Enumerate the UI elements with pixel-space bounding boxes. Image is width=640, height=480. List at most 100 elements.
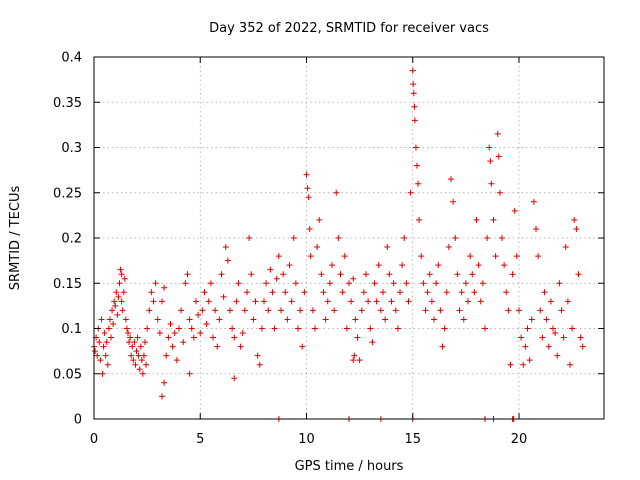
data-point bbox=[550, 325, 556, 332]
data-point bbox=[316, 216, 323, 223]
data-point bbox=[161, 284, 168, 291]
data-point bbox=[335, 235, 342, 241]
data-point bbox=[465, 298, 471, 305]
data-point bbox=[163, 352, 170, 359]
data-point bbox=[303, 171, 310, 178]
data-point bbox=[173, 357, 180, 364]
data-point bbox=[137, 343, 144, 350]
data-point bbox=[533, 225, 539, 232]
data-point bbox=[114, 311, 121, 318]
data-point bbox=[339, 289, 346, 296]
data-point bbox=[286, 262, 293, 269]
data-point bbox=[541, 289, 548, 296]
data-point bbox=[473, 216, 480, 223]
data-point bbox=[507, 361, 514, 368]
data-point bbox=[94, 352, 101, 359]
data-point bbox=[252, 298, 259, 305]
data-points bbox=[91, 67, 586, 422]
x-tick-label: 10 bbox=[298, 432, 315, 447]
data-point bbox=[456, 307, 463, 314]
data-point bbox=[526, 357, 533, 364]
data-point bbox=[288, 298, 295, 305]
data-point bbox=[275, 253, 282, 260]
x-tick-label: 15 bbox=[404, 432, 421, 447]
data-point bbox=[284, 316, 291, 323]
data-point bbox=[111, 298, 118, 305]
data-point bbox=[122, 316, 129, 323]
data-point bbox=[161, 379, 168, 386]
data-point bbox=[290, 235, 297, 241]
data-point bbox=[132, 361, 139, 368]
data-point bbox=[520, 361, 527, 368]
data-point bbox=[388, 298, 395, 305]
data-point bbox=[178, 307, 185, 314]
data-point bbox=[201, 289, 208, 296]
data-point bbox=[131, 339, 138, 346]
data-point bbox=[397, 289, 403, 296]
data-point bbox=[418, 253, 425, 260]
data-point bbox=[437, 307, 444, 314]
data-point bbox=[142, 339, 148, 346]
data-point bbox=[167, 320, 174, 327]
data-point bbox=[123, 325, 130, 332]
data-point bbox=[426, 271, 433, 278]
data-point bbox=[558, 307, 565, 314]
data-point bbox=[184, 271, 191, 278]
data-point bbox=[235, 280, 242, 287]
data-point bbox=[154, 316, 161, 323]
data-point bbox=[108, 334, 114, 341]
data-point bbox=[112, 302, 119, 309]
data-point bbox=[182, 280, 189, 287]
data-point bbox=[186, 370, 193, 377]
data-point bbox=[513, 253, 520, 260]
data-point bbox=[113, 289, 120, 296]
data-point bbox=[543, 316, 550, 323]
data-point bbox=[216, 316, 223, 323]
data-point bbox=[554, 352, 561, 359]
data-point bbox=[309, 307, 316, 314]
data-point bbox=[138, 357, 145, 364]
data-point bbox=[134, 334, 141, 341]
data-point bbox=[229, 325, 236, 332]
data-point bbox=[120, 289, 127, 296]
data-point bbox=[165, 334, 172, 341]
data-point bbox=[416, 216, 423, 223]
data-point bbox=[304, 185, 311, 192]
data-point bbox=[454, 271, 461, 278]
data-point bbox=[488, 180, 495, 187]
data-point bbox=[326, 280, 333, 287]
x-tick-label: 20 bbox=[511, 432, 528, 447]
data-point bbox=[337, 271, 344, 278]
data-point bbox=[380, 289, 386, 296]
data-point bbox=[193, 298, 199, 305]
data-point bbox=[503, 289, 510, 296]
y-tick-label: 0.05 bbox=[53, 367, 82, 382]
data-point bbox=[354, 334, 361, 341]
data-point bbox=[547, 298, 554, 305]
y-tick-labels: 0 0.05 0.1 0.15 0.2 0.25 0.3 0.35 0.4 bbox=[53, 51, 82, 428]
data-point bbox=[479, 280, 486, 287]
data-point bbox=[278, 307, 284, 314]
data-point bbox=[116, 280, 123, 287]
data-point bbox=[460, 316, 467, 323]
data-point bbox=[494, 130, 501, 137]
y-axis-title: SRMTID / TECUs bbox=[8, 186, 23, 291]
data-point bbox=[117, 266, 124, 273]
data-point bbox=[462, 280, 469, 287]
data-point bbox=[244, 289, 250, 296]
data-point bbox=[269, 289, 276, 296]
data-point bbox=[351, 352, 358, 359]
data-point bbox=[227, 307, 233, 314]
data-point bbox=[448, 176, 454, 183]
data-point bbox=[97, 357, 104, 364]
data-point bbox=[214, 343, 221, 350]
data-point bbox=[414, 162, 420, 169]
data-point bbox=[415, 180, 422, 187]
data-point bbox=[258, 325, 265, 332]
x-tick-label: 5 bbox=[196, 432, 204, 447]
x-tick-label: 0 bbox=[90, 432, 98, 447]
data-point bbox=[176, 325, 182, 332]
data-point bbox=[343, 325, 350, 332]
data-point bbox=[190, 334, 197, 341]
data-point bbox=[295, 325, 301, 332]
